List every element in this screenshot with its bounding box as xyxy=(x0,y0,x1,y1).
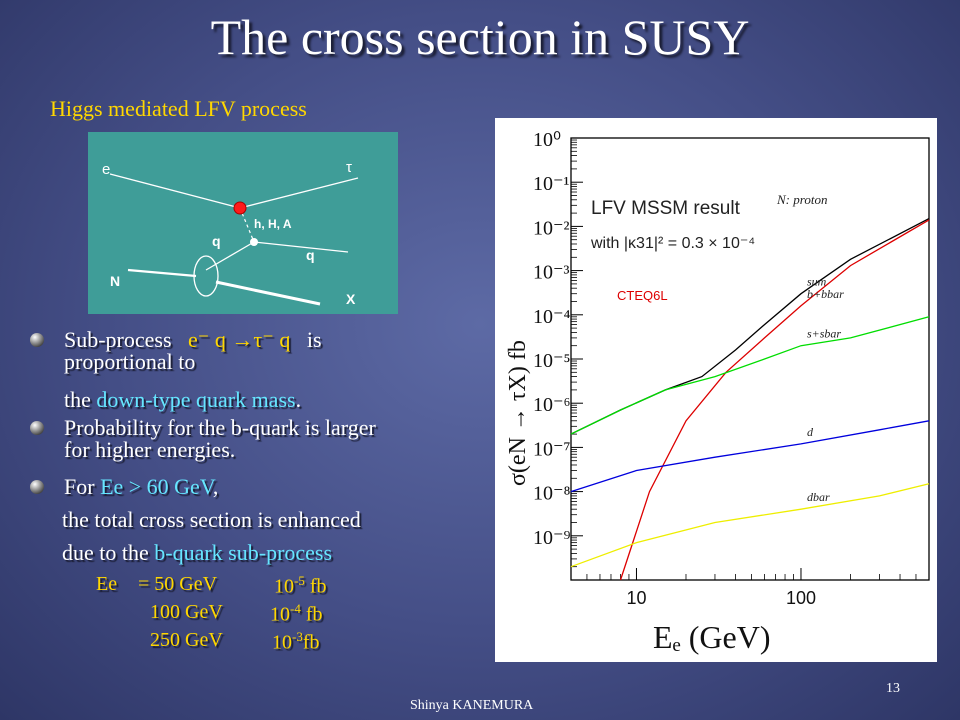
y-tick-label: 10⁻⁴ xyxy=(533,306,571,328)
electron-line xyxy=(109,173,241,209)
y-tick-labels: 10⁰ 10⁻¹ 10⁻² 10⁻³ 10⁻⁴ 10⁻⁵ 10⁻⁶ 10⁻⁷ 10⁻⁸ 10⁻⁹ xyxy=(533,129,571,549)
bullet-1-line1: Sub-process e⁻ q →τ⁻ q is xyxy=(64,329,322,351)
energy-row-3-value: 10-3fb xyxy=(272,629,320,655)
series-label: b+bbar xyxy=(807,287,844,301)
axis-ticks xyxy=(570,137,930,581)
bullet-1-line3-prefix: the xyxy=(64,387,91,412)
chart-title: LFV MSSM result xyxy=(591,198,741,219)
bullet-1-line3: the down-type quark mass. xyxy=(64,387,301,413)
y-tick-label: 10⁻⁸ xyxy=(533,483,571,505)
x-tick-labels: 10 100 xyxy=(626,588,816,608)
cross-section-plot: 10⁰ 10⁻¹ 10⁻² 10⁻³ 10⁻⁴ 10⁻⁵ 10⁻⁶ 10⁻⁷ 10⁻⁸ 10⁻⁹ … xyxy=(495,118,937,662)
tau-line xyxy=(239,177,359,209)
quark-in-line xyxy=(205,241,255,271)
series-label: sum xyxy=(807,275,827,289)
chart-subtitle: with |κ31|² = 0.3 × 10⁻⁴ xyxy=(590,235,755,252)
bullet-3-suffix: , xyxy=(212,474,219,499)
y-tick-label: 10⁻³ xyxy=(533,262,570,284)
y-tick-label: 10⁻² xyxy=(533,217,570,239)
bullet-3-line2: the total cross section is enhanced xyxy=(62,507,361,532)
bullet-1-process: e⁻ q →τ⁻ q xyxy=(188,327,291,352)
remnant-line xyxy=(215,280,321,306)
energy-row-3-unit: fb xyxy=(302,631,320,654)
energy-row-1-base: 10 xyxy=(274,575,294,598)
energy-row-2-energy: 100 GeV xyxy=(150,601,223,623)
label-q-right: q xyxy=(306,247,315,263)
energy-row-2-exp: -4 xyxy=(290,601,301,616)
energy-row-1-energy: = 50 GeV xyxy=(138,573,218,595)
proton-blob xyxy=(193,255,219,297)
slide-subtitle: Higgs mediated LFV process xyxy=(50,96,307,121)
energy-row-3-base: 10 xyxy=(272,631,292,654)
bullet-1-highlight: down-type quark mass xyxy=(96,387,296,412)
y-tick-label: 10⁻⁵ xyxy=(533,350,571,372)
quark-vertex xyxy=(250,238,258,246)
slide-title: The cross section in SUSY xyxy=(210,9,750,65)
x-axis-label: Eₑ (GeV) xyxy=(653,619,770,655)
bullet-2-line2: for higher energies. xyxy=(64,437,236,462)
y-tick-label: 10⁻¹ xyxy=(533,173,570,195)
series-line-dbar xyxy=(570,483,930,568)
series-line-b-bbar xyxy=(619,219,930,581)
label-higgs: h, H, A xyxy=(254,217,292,231)
y-tick-label: 10⁰ xyxy=(533,129,561,151)
y-tick-label: 10⁻⁹ xyxy=(533,527,571,549)
quark-out-line xyxy=(253,241,349,253)
pdf-label: CTEQ6L xyxy=(617,288,668,303)
bullet-icon xyxy=(30,480,44,494)
y-tick-label: 10⁻⁷ xyxy=(533,438,571,460)
label-q-left: q xyxy=(212,233,221,249)
label-tau: τ xyxy=(346,159,352,176)
energy-row-1-exp: -5 xyxy=(294,573,305,588)
series-label: dbar xyxy=(807,490,830,504)
energy-row-3-exp: -3 xyxy=(292,629,303,644)
lfv-vertex xyxy=(233,201,247,215)
bullet-icon xyxy=(30,333,44,347)
proton-line xyxy=(127,268,197,278)
bullet-1-suffix: is xyxy=(306,327,322,352)
bullet-2-line1: Probability for the b-quark is larger xyxy=(64,415,376,440)
energy-row-3-energy: 250 GeV xyxy=(150,629,223,651)
bullet-3-line3-prefix: due to the xyxy=(62,540,149,565)
bullet-icon xyxy=(30,421,44,435)
x-tick-label: 100 xyxy=(786,588,816,608)
bullet-3-line3: due to the b-quark sub-process xyxy=(62,540,332,566)
chart-note: N: proton xyxy=(776,192,827,207)
feynman-diagram-svg: e τ h, H, A q q N X xyxy=(102,159,359,307)
bullet-1-line2: proportional to xyxy=(64,349,196,374)
label-X: X xyxy=(346,291,356,307)
energy-label: Ee xyxy=(96,573,118,595)
series-label: d xyxy=(807,425,814,439)
bullet-3-line3-highlight: b-quark sub-process xyxy=(154,540,333,565)
label-e: e xyxy=(102,161,110,178)
series-line-d xyxy=(570,420,930,493)
label-N: N xyxy=(110,273,120,289)
page-number: 13 xyxy=(886,681,900,696)
bullet-1-prefix: Sub-process xyxy=(64,327,172,352)
footer-author: Shinya KANEMURA xyxy=(410,698,534,713)
x-tick-label: 10 xyxy=(626,588,646,608)
energy-row-1-value: 10-5 fb xyxy=(274,573,327,599)
y-axis-label: σ(eN → τX) fb xyxy=(505,340,531,486)
energy-row-1-unit: fb xyxy=(304,575,327,598)
feynman-diagram: e τ h, H, A q q N X xyxy=(88,132,398,314)
energy-row-2-unit: fb xyxy=(300,603,323,626)
bullet-1-line3-suffix: . xyxy=(295,387,302,412)
cross-section-chart: 10⁰10⁻¹10⁻²10⁻³10⁻⁴10⁻⁵10⁻⁶10⁻⁷10⁻⁸10⁻⁹ … xyxy=(505,129,930,655)
series-label: s+sbar xyxy=(807,327,841,341)
bullet-3-highlight: Ee > 60 GeV xyxy=(100,474,213,499)
energy-row-2-base: 10 xyxy=(270,603,290,626)
energy-row-2-value: 10-4 fb xyxy=(270,601,323,627)
series-line-s-sbar xyxy=(570,316,930,435)
y-tick-label: 10⁻⁶ xyxy=(533,394,571,416)
bullet-3-prefix: For xyxy=(64,474,95,499)
bullet-3-line1: For Ee > 60 GeV, xyxy=(64,476,218,498)
